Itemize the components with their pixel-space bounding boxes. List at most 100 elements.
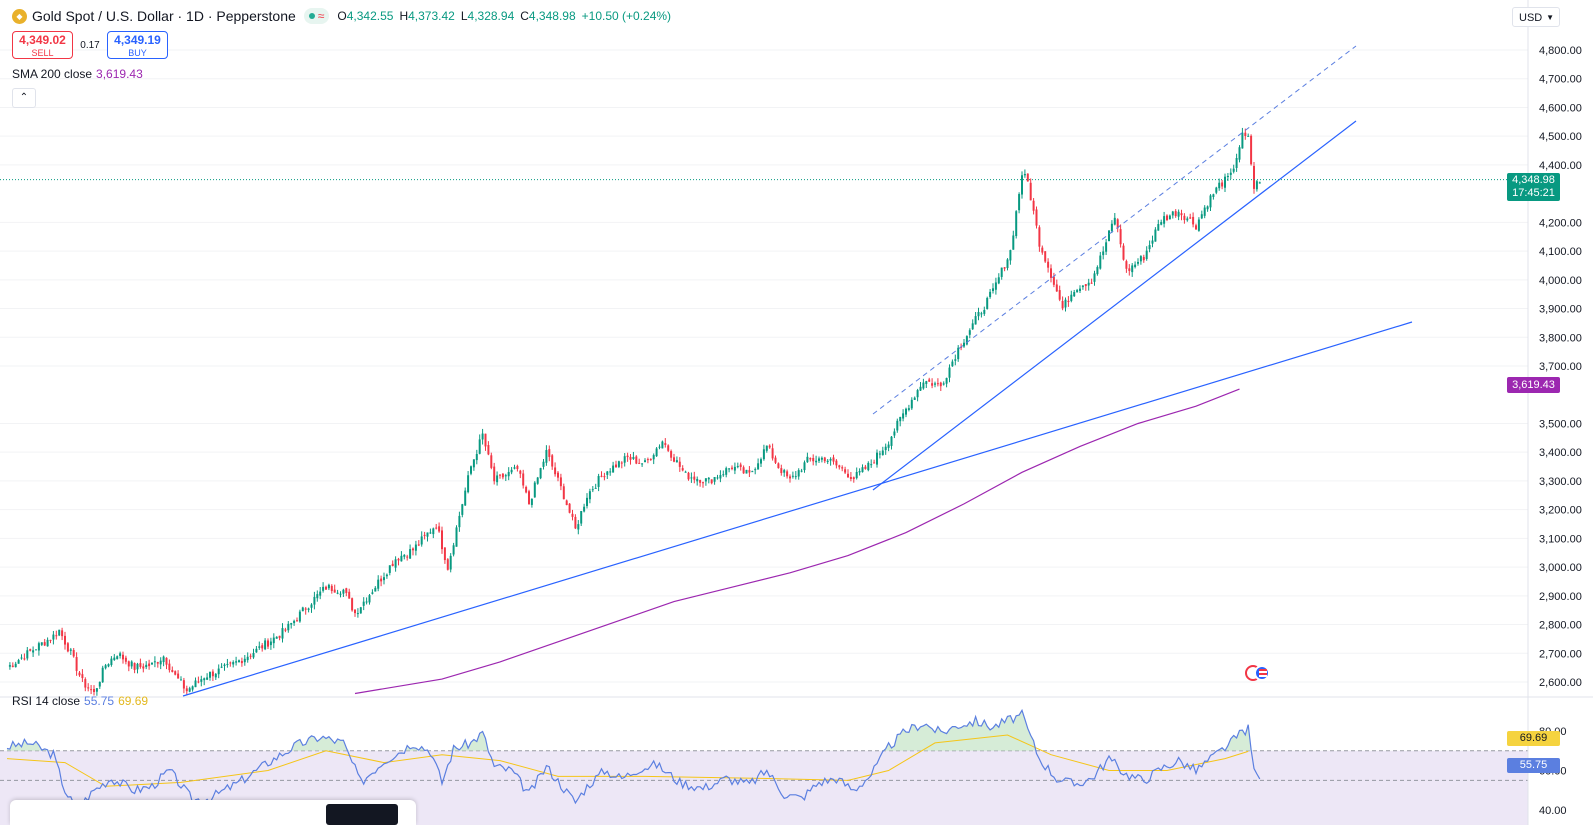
candle [159, 660, 162, 665]
sell-button[interactable]: 4,349.02 SELL [12, 31, 73, 59]
candle [1171, 211, 1174, 216]
price-tick-label: 4,500.00 [1539, 131, 1582, 143]
candle [780, 468, 783, 474]
candle [646, 459, 649, 461]
candle [188, 688, 191, 692]
candle [954, 359, 957, 361]
sma-price-label: 3,619.43 [1507, 377, 1560, 393]
candle [577, 524, 580, 530]
candle [388, 565, 391, 573]
candle [417, 544, 420, 546]
candle [275, 636, 278, 639]
price-tick-label: 3,500.00 [1539, 418, 1582, 430]
candle [957, 347, 960, 360]
candle [806, 456, 809, 463]
candle [588, 491, 591, 500]
candle [1192, 216, 1195, 225]
candle [484, 433, 487, 447]
candle [110, 658, 113, 665]
collapse-legend-button[interactable]: ⌃ [12, 88, 36, 108]
candle [983, 309, 986, 314]
candle [1052, 276, 1055, 285]
drawing-trendlines[interactable] [182, 45, 1413, 697]
candle [313, 596, 316, 605]
price-tick-label: 4,600.00 [1539, 102, 1582, 114]
candle [1174, 211, 1177, 217]
rsi-ma-line [6, 734, 1249, 787]
candle [107, 664, 110, 667]
candle [426, 532, 429, 537]
candle [423, 534, 426, 536]
candle [591, 489, 594, 491]
toolbar-dark-button[interactable] [326, 804, 398, 825]
rsi-legend[interactable]: RSI 14 close 55.75 69.69 [12, 694, 148, 708]
bottom-toolbar[interactable] [10, 800, 416, 825]
candle [977, 312, 980, 317]
candle [1134, 264, 1137, 267]
market-status-pill[interactable]: ≈ [303, 8, 330, 24]
candle [1183, 215, 1186, 220]
sma-legend-value: 3,619.43 [96, 67, 143, 81]
candle [455, 527, 458, 547]
candle [243, 658, 246, 663]
candle [481, 433, 484, 440]
symbol-title[interactable]: Gold Spot / U.S. Dollar · 1D · Peppersto… [32, 8, 296, 24]
candle [284, 629, 287, 631]
candle [414, 544, 417, 551]
candle [11, 665, 14, 667]
candle [1023, 173, 1026, 176]
channel-upper-dashed-line[interactable] [872, 45, 1357, 415]
candle [823, 457, 826, 462]
candle [467, 475, 470, 493]
candle [136, 663, 139, 670]
candle [232, 662, 235, 665]
candle [220, 666, 223, 668]
candle [971, 323, 974, 330]
candle [122, 654, 124, 660]
candle [1247, 135, 1250, 137]
candle [1215, 187, 1218, 193]
candle [432, 528, 435, 535]
candle [8, 665, 11, 667]
spread-value: 0.17 [80, 39, 100, 51]
candle [374, 587, 377, 592]
candle [890, 436, 893, 446]
price-tick-label: 4,200.00 [1539, 217, 1582, 229]
ohlc-low: L4,328.94 [460, 9, 515, 23]
candle [1102, 251, 1105, 256]
candle [1050, 268, 1052, 278]
candle [557, 472, 559, 478]
candle [594, 487, 597, 489]
candle [849, 476, 852, 479]
candle [942, 383, 945, 385]
candle [583, 506, 586, 512]
buy-button[interactable]: 4,349.19 BUY [107, 31, 168, 59]
candle [980, 313, 983, 315]
candle [478, 439, 481, 454]
candle [574, 516, 577, 529]
candle [333, 589, 336, 593]
us-flag-icon[interactable] [1254, 665, 1270, 681]
candle [803, 462, 806, 471]
candle [443, 547, 446, 561]
candle [910, 399, 913, 409]
candle [43, 642, 46, 646]
candle [612, 465, 615, 473]
currency-selector[interactable]: USD ▼ [1512, 7, 1560, 27]
candle [826, 460, 829, 463]
candle [1119, 229, 1122, 245]
candle [704, 478, 707, 482]
price-tick-label: 3,300.00 [1539, 476, 1582, 488]
candle [90, 689, 93, 691]
sma-legend[interactable]: SMA 200 close 3,619.43 [12, 67, 143, 81]
price-axis[interactable]: 2,600.00 2,700.00 2,800.00 2,900.00 3,000.00… [1539, 45, 1582, 689]
economic-events-markers[interactable] [1245, 665, 1275, 683]
candle [800, 470, 803, 472]
steep-trendline[interactable] [872, 120, 1357, 491]
candle [945, 377, 948, 384]
candle [742, 467, 745, 474]
candle [922, 382, 925, 389]
long-trendline[interactable] [182, 321, 1413, 697]
candle [1113, 217, 1116, 225]
